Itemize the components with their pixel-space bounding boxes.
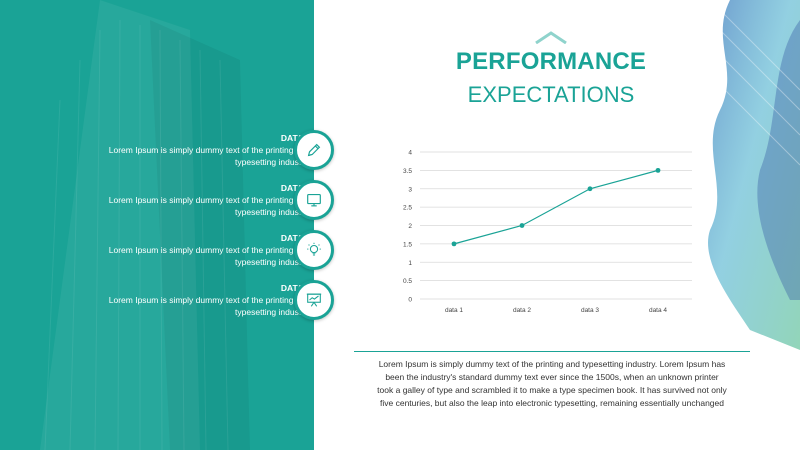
title-line-1: PERFORMANCE [455,48,647,75]
data-item-desc: Lorem Ipsum is simply dummy text of the … [108,145,310,155]
series-line [453,169,659,245]
data-item-3: DATA 3 Lorem Ipsum is simply dummy text … [50,233,310,268]
data-point [587,186,593,192]
data-item-desc: Lorem Ipsum is simply dummy text of the … [108,245,310,255]
y-tick-label: 4 [408,150,412,157]
data-item-desc: Lorem Ipsum is simply dummy text of the … [108,195,310,205]
paragraph-line: been the industry's standard dummy text … [385,372,719,382]
divider [354,351,750,352]
y-tick-label: 1 [408,260,412,267]
line-chart: 0 0.5 1 1.5 2 2.5 3 3.5 4 data 1 data 2 data 3 data … [403,150,692,314]
data-item-desc: typesetting industry. [235,307,310,317]
data-item-title: DATA 3 [280,233,310,243]
data-item-desc: Lorem Ipsum is simply dummy text of the … [108,295,310,305]
presentation-icon-circle [294,280,334,320]
data-item-desc: typesetting industry. [235,157,310,167]
y-tick-label: 1.5 [403,241,412,248]
data-point [655,167,661,173]
pencil-icon-circle [294,130,334,170]
data-item-2: DATA 2 Lorem Ipsum is simply dummy text … [50,183,310,218]
x-tick-label: data 1 [445,307,463,314]
data-item-desc: typesetting industry. [235,257,310,267]
y-tick-label: 3.5 [403,168,412,175]
data-item-1: DATA 1 Lorem Ipsum is simply dummy text … [50,133,310,168]
lightbulb-icon [307,242,321,256]
x-tick-label: data 3 [581,307,599,314]
y-tick-label: 0 [408,297,412,304]
left-panel [0,0,314,450]
pencil-icon [307,143,321,157]
data-point [451,241,457,247]
paragraph-line: took a galley of type and scrambled it t… [377,385,727,395]
watercolor-decoration [689,0,800,350]
monitor-icon [307,194,321,207]
paragraph-line: five centuries, but also the leap into e… [380,398,724,408]
y-tick-label: 2 [408,223,412,230]
data-item-desc: typesetting industry. [235,207,310,217]
x-tick-label: data 2 [513,307,531,314]
data-item-4: DATA 4 Lorem Ipsum is simply dummy text … [50,283,310,318]
y-tick-label: 3 [408,186,412,193]
data-item-title: DATA 4 [280,283,310,293]
y-tick-label: 0.5 [403,278,412,285]
monitor-icon-circle [294,180,334,220]
title-line-2: EXPECTATIONS [467,82,635,107]
presentation-icon [306,293,322,307]
data-point [519,223,525,228]
data-item-title: DATA 2 [280,183,310,193]
paragraph-line: Lorem Ipsum is simply dummy text of the … [378,359,726,369]
chevron-up-icon [535,31,567,44]
y-tick-label: 2.5 [403,205,412,212]
x-tick-label: data 4 [649,307,667,314]
building-background [40,0,250,450]
description-paragraph: Lorem Ipsum is simply dummy text of the … [358,358,746,410]
lightbulb-icon-circle [294,230,334,270]
data-item-title: DATA 1 [280,133,310,143]
